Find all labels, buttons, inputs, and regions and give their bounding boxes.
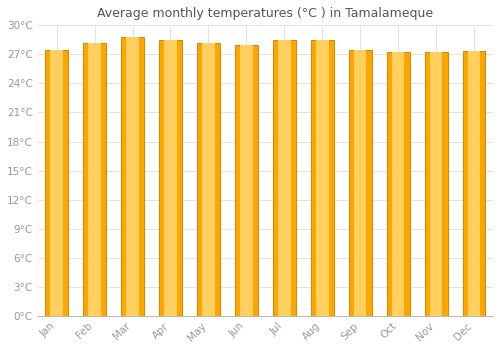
Bar <box>88 43 101 316</box>
Bar <box>159 40 182 316</box>
Bar <box>468 51 480 316</box>
Bar <box>349 49 372 316</box>
Bar <box>392 52 404 316</box>
Bar <box>311 40 334 316</box>
Bar <box>278 40 290 316</box>
Bar <box>462 51 485 316</box>
Bar <box>164 40 177 316</box>
Bar <box>316 40 328 316</box>
Bar <box>202 43 214 316</box>
Bar <box>83 43 106 316</box>
Bar <box>424 52 448 316</box>
Title: Average monthly temperatures (°C ) in Tamalameque: Average monthly temperatures (°C ) in Ta… <box>98 7 433 20</box>
Bar <box>126 37 139 316</box>
Bar <box>197 43 220 316</box>
Bar <box>235 45 258 316</box>
Bar <box>50 49 63 316</box>
Bar <box>46 49 68 316</box>
Bar <box>121 37 144 316</box>
Bar <box>430 52 442 316</box>
Bar <box>354 49 366 316</box>
Bar <box>387 52 409 316</box>
Bar <box>273 40 295 316</box>
Bar <box>240 45 252 316</box>
